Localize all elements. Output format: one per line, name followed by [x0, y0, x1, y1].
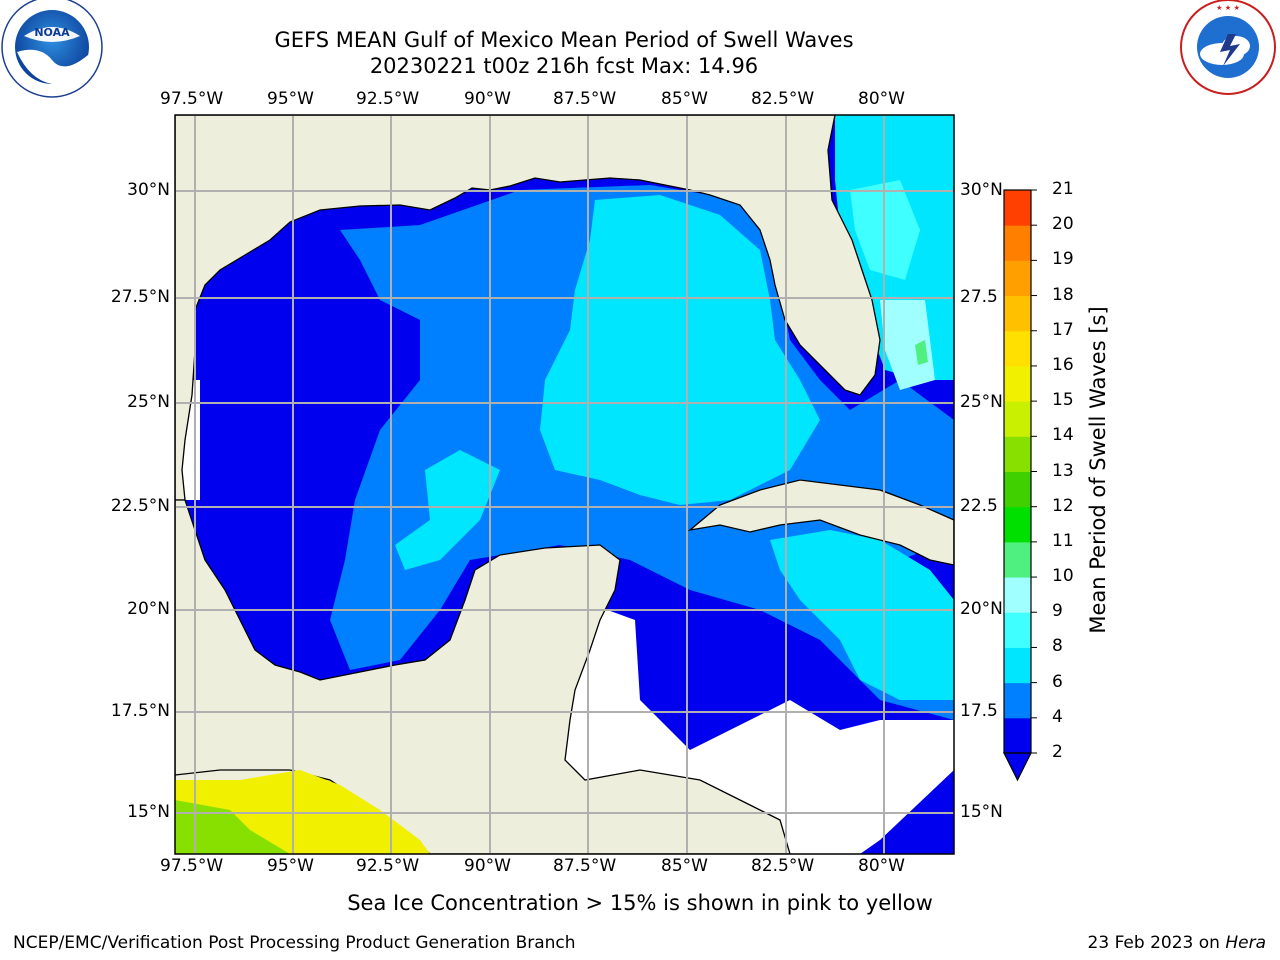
colorbar-swatch — [1004, 612, 1031, 648]
map-frame — [174, 114, 955, 855]
lat-label-right: 15°N — [960, 802, 1003, 822]
lon-label-bottom: 95°W — [267, 856, 314, 876]
colorbar-tick-label: 11 — [1052, 530, 1074, 551]
footer-date: 23 Feb 2023 on — [1087, 933, 1226, 953]
colorbar-label: Mean Period of Swell Waves [s] — [1086, 306, 1110, 634]
colorbar-swatch — [1004, 330, 1031, 367]
masked-region — [560, 600, 954, 854]
colorbar-tick-label: 4 — [1052, 706, 1063, 727]
colorbar-swatch — [1004, 260, 1031, 297]
colorbar-tick-label: 10 — [1052, 566, 1074, 587]
colorbar-tick-label: 15 — [1052, 390, 1074, 411]
colorbar-tick-label: 14 — [1052, 425, 1074, 446]
lon-label-bottom: 87.5°W — [553, 856, 617, 876]
lat-label-right: 22.5 — [960, 496, 998, 516]
lat-label-left: 15°N — [127, 802, 170, 822]
colorbar-swatch — [1004, 541, 1031, 578]
colorbar-swatch — [1004, 717, 1031, 754]
colorbar-tick-label: 6 — [1052, 671, 1063, 692]
lat-label-left: 17.5°N — [110, 701, 170, 721]
footer-right: 23 Feb 2023 on Hera — [1088, 933, 1266, 953]
colorbar-swatch — [1004, 225, 1031, 261]
lat-label-right: 20°N — [960, 599, 1003, 619]
lat-label-left: 27.5°N — [110, 287, 170, 307]
lon-label-bottom: 82.5°W — [751, 856, 815, 876]
colorbar-tick-label: 18 — [1052, 284, 1074, 305]
colorbar-swatch — [1004, 506, 1031, 543]
lat-label-right: 17.5 — [960, 701, 998, 721]
map-area — [175, 115, 954, 854]
lon-label-top: 90°W — [464, 89, 511, 109]
lon-label-top: 95°W — [267, 89, 314, 109]
swell-band-8-9 — [880, 300, 935, 390]
colorbar-tick-label: 20 — [1052, 214, 1074, 235]
lon-label-top: 92.5°W — [356, 89, 420, 109]
title-line-1: GEFS MEAN Gulf of Mexico Mean Period of … — [274, 28, 854, 52]
swell-band-6-8-south — [770, 530, 954, 700]
lon-label-top: 80°W — [858, 89, 905, 109]
swell-band-6-8-west — [395, 450, 500, 570]
title-line-2: 20230221 t00z 216h fcst Max: 14.96 — [369, 54, 759, 78]
colorbar-swatch — [1004, 471, 1031, 508]
svg-text:★ ★ ★: ★ ★ ★ — [1216, 4, 1240, 12]
colorbar-swatch — [1004, 365, 1031, 402]
colorbar-swatch — [1004, 682, 1031, 719]
colorbar-tick-label: 17 — [1052, 319, 1074, 340]
colorbar-swatch — [1004, 190, 1031, 226]
colorbar-tick-label: 2 — [1052, 742, 1063, 762]
land-us — [175, 115, 881, 501]
colorbar-tick-label: 16 — [1052, 354, 1074, 375]
lon-label-bottom: 97.5°W — [160, 856, 224, 876]
colorbar-tick-label: 12 — [1052, 495, 1074, 516]
noaa-logo-text: NOAA — [34, 26, 70, 39]
sea-ice-caption: Sea Ice Concentration > 15% is shown in … — [347, 891, 933, 915]
lon-label-bottom: 85°W — [661, 856, 708, 876]
colorbar-swatch — [1004, 577, 1031, 613]
colorbar — [1003, 189, 1037, 782]
lat-label-left: 22.5°N — [110, 496, 170, 516]
colorbar-tick-label: 19 — [1052, 249, 1074, 270]
lon-label-top: 87.5°W — [553, 89, 617, 109]
colorbar-tick-label: 21 — [1052, 179, 1074, 199]
swell-band-6-8 — [540, 195, 820, 505]
colorbar-swatch — [1004, 647, 1031, 684]
colorbar-swatch — [1004, 436, 1031, 472]
lat-label-left: 30°N — [127, 180, 170, 200]
colorbar-tick-label: 8 — [1052, 636, 1063, 657]
swell-band-9-10 — [915, 340, 928, 365]
colorbar-tick-label: 13 — [1052, 460, 1074, 481]
lat-label-left: 25°N — [127, 392, 170, 412]
lat-label-right: 25°N — [960, 392, 1003, 412]
lat-label-right: 27.5 — [960, 287, 998, 307]
lon-label-bottom: 80°W — [858, 856, 905, 876]
land-mexico — [175, 499, 791, 854]
footer-left: NCEP/EMC/Verification Post Processing Pr… — [13, 933, 576, 953]
lon-label-top: 82.5°W — [751, 89, 815, 109]
graticule — [175, 115, 954, 854]
noaa-logo: NOAA — [1, 0, 103, 98]
lat-label-left: 20°N — [127, 599, 170, 619]
colorbar-swatch — [1004, 401, 1031, 437]
colorbar-extend-arrow — [1003, 752, 1032, 782]
colorbar-swatch — [1004, 295, 1031, 332]
nws-logo: ★ ★ ★ — [1180, 0, 1276, 95]
lon-label-bottom: 90°W — [464, 856, 511, 876]
lon-label-top: 85°W — [661, 89, 708, 109]
lon-label-bottom: 92.5°W — [356, 856, 420, 876]
colorbar-tick-label: 9 — [1052, 601, 1063, 622]
footer-host: Hera — [1225, 933, 1266, 953]
lat-label-right: 30°N — [960, 180, 1003, 200]
lon-label-top: 97.5°W — [160, 89, 224, 109]
